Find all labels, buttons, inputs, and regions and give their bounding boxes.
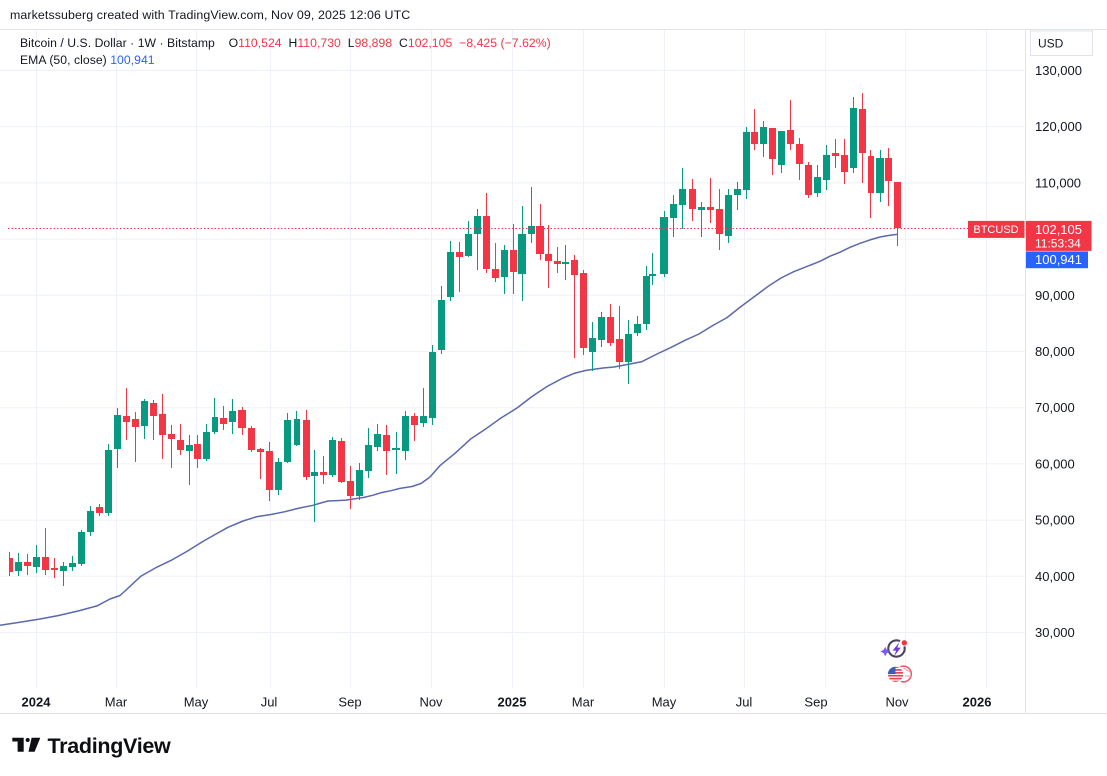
svg-text:Jul: Jul	[261, 695, 278, 710]
svg-text:11:53:34: 11:53:34	[1035, 237, 1081, 251]
svg-text:Mar: Mar	[105, 695, 128, 710]
svg-text:Sep: Sep	[804, 695, 827, 710]
svg-text:40,000: 40,000	[1035, 569, 1075, 584]
svg-text:Mar: Mar	[572, 695, 595, 710]
svg-text:70,000: 70,000	[1035, 400, 1075, 415]
svg-text:USD: USD	[1038, 37, 1064, 51]
svg-text:100,941: 100,941	[1035, 252, 1082, 267]
svg-text:BTCUSD: BTCUSD	[973, 224, 1018, 236]
svg-text:60,000: 60,000	[1035, 456, 1075, 471]
svg-text:2024: 2024	[22, 695, 52, 710]
svg-text:80,000: 80,000	[1035, 344, 1075, 359]
svg-text:50,000: 50,000	[1035, 513, 1075, 528]
svg-text:Nov: Nov	[419, 695, 443, 710]
svg-text:130,000: 130,000	[1035, 63, 1082, 78]
svg-text:90,000: 90,000	[1035, 288, 1075, 303]
svg-text:30,000: 30,000	[1035, 625, 1075, 640]
svg-text:Nov: Nov	[885, 695, 909, 710]
svg-text:2025: 2025	[498, 695, 527, 710]
svg-text:May: May	[184, 695, 209, 710]
svg-text:Sep: Sep	[338, 695, 361, 710]
svg-text:120,000: 120,000	[1035, 119, 1082, 134]
svg-text:Jul: Jul	[736, 695, 753, 710]
svg-text:2026: 2026	[963, 695, 992, 710]
svg-text:May: May	[652, 695, 677, 710]
svg-text:102,105: 102,105	[1035, 222, 1082, 237]
svg-text:TradingView: TradingView	[48, 734, 172, 758]
svg-text:110,000: 110,000	[1035, 175, 1081, 190]
